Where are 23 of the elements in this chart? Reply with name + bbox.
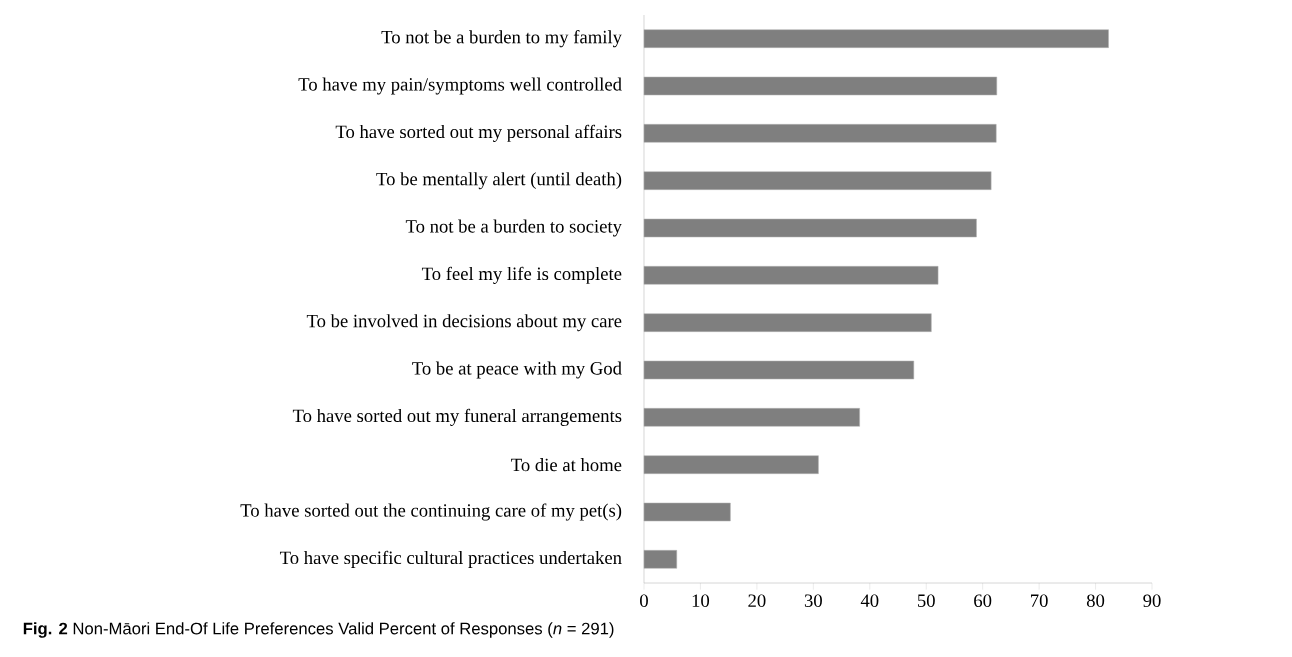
y-tick-label: To have sorted out my funeral arrangements <box>292 408 622 426</box>
x-tick-label: 30 <box>804 594 822 607</box>
x-tick-label: 70 <box>1031 594 1048 607</box>
x-tick-label: 20 <box>748 594 766 607</box>
x-tick-label: 80 <box>1086 594 1105 607</box>
y-tick-label: To not be a burden to society <box>405 219 622 237</box>
y-tick-label: To not be a burden to my family <box>381 30 622 48</box>
y-tick-label: To have sorted out my personal affairs <box>335 124 622 142</box>
y-tick-label: To have sorted out the continuing care of my pet(s) <box>240 503 622 521</box>
x-tick-label: 10 <box>692 594 710 607</box>
x-tick-label: 40 <box>860 594 879 607</box>
y-tick-label: To be at peace with my God <box>412 361 622 379</box>
x-tick-label: 90 <box>1143 594 1161 607</box>
x-tick-label: 0 <box>640 594 648 607</box>
text: Fig. 2 Non-Māori End-Of Life Preferences Valid Percent of Responses (n = 291) <box>23 622 614 638</box>
x-tick-label: 60 <box>974 594 992 607</box>
x-tick-label: 50 <box>917 594 935 607</box>
y-tick-label: To die at home <box>511 458 622 472</box>
y-tick-label: To feel my life is complete <box>421 266 622 284</box>
y-tick-label: To be involved in decisions about my care <box>306 314 622 332</box>
y-tick-label: To have my pain/symptoms well controlled <box>298 77 622 95</box>
y-tick-label: To be mentally alert (until death) <box>376 172 622 190</box>
y-tick-label: To have specific cultural practices undertaken <box>279 550 622 568</box>
